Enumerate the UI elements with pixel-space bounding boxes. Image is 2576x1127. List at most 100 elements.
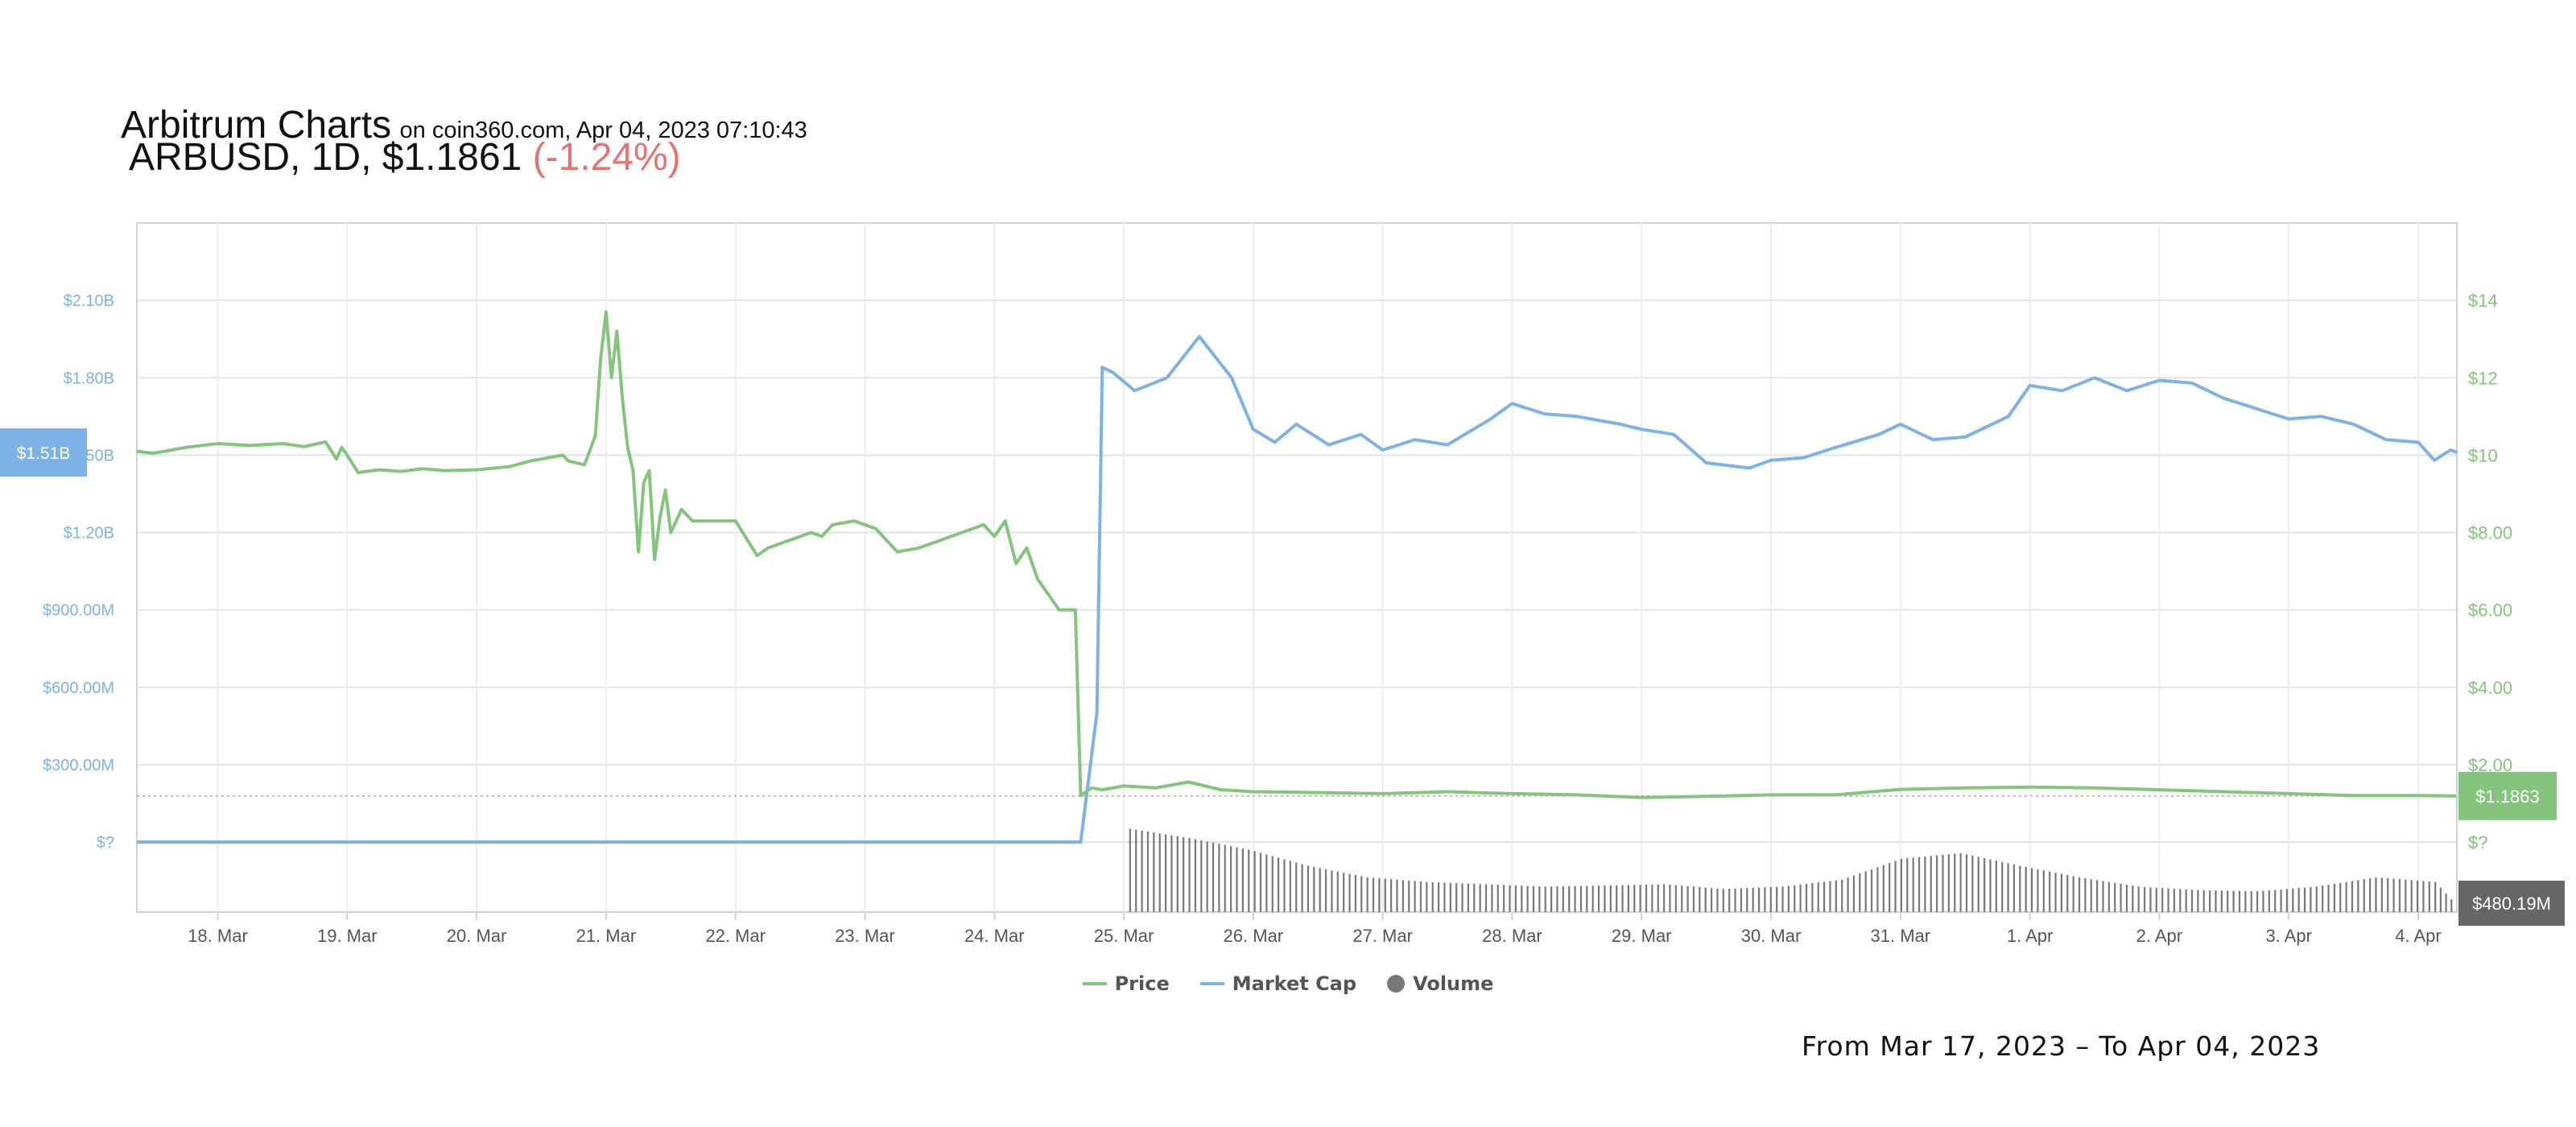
volume-bar — [2262, 890, 2264, 912]
volume-bar — [2392, 878, 2395, 912]
x-axis-tick-label: 1. Apr — [2007, 926, 2053, 946]
volume-bar — [2185, 889, 2187, 912]
volume-bar — [1532, 886, 1535, 912]
volume-bar — [1995, 861, 1997, 912]
volume-bar — [1183, 836, 1185, 912]
volume-bar — [2220, 890, 2223, 912]
price-current-badge — [2458, 771, 2557, 820]
volume-bar — [1443, 882, 1446, 912]
plot-area — [136, 222, 2458, 913]
x-axis-tick-label: 19. Mar — [317, 926, 378, 946]
volume-bar — [2019, 865, 2021, 912]
volume-bar — [2345, 881, 2347, 912]
volume-bar — [1823, 881, 1826, 912]
volume-bar — [1794, 885, 1796, 912]
volume-bar — [1568, 886, 1571, 912]
volume-bar — [1906, 858, 1909, 912]
volume-bar — [1704, 887, 1707, 912]
volume-bar — [1633, 885, 1636, 912]
right-axis-tick-label: $2.00 — [2468, 755, 2512, 775]
x-axis-tick-label: 4. Apr — [2395, 926, 2441, 946]
volume-bar — [1491, 884, 1493, 912]
volume-bar — [2197, 890, 2199, 912]
chart-legend: Price Market Cap Volume — [0, 972, 2576, 995]
volume-bar — [1146, 831, 1150, 912]
volume-bar — [2333, 883, 2335, 912]
volume-bar — [1153, 832, 1155, 912]
volume-bar — [1591, 886, 1594, 912]
chart-title: Arbitrum Charts — [121, 104, 392, 147]
volume-bar — [1657, 884, 1659, 912]
volume-bar — [1289, 861, 1291, 912]
volume-bar — [1503, 885, 1505, 912]
x-axis-tick-label: 24. Mar — [964, 926, 1025, 946]
volume-bar — [2450, 899, 2453, 912]
volume-bar — [1301, 864, 1303, 912]
right-axis-tick-label: $12 — [2468, 368, 2498, 388]
volume-bar — [1170, 835, 1173, 912]
volume-bar — [1473, 883, 1476, 912]
volume-bar — [1681, 886, 1683, 912]
volume-bar — [2007, 863, 2009, 912]
volume-bar — [2274, 890, 2277, 912]
x-axis-tick-label: 29. Mar — [1612, 926, 1672, 946]
volume-bar — [2351, 881, 2354, 912]
volume-bar — [2054, 873, 2057, 912]
volume-bar — [2410, 880, 2413, 912]
volume-bar — [1295, 862, 1298, 912]
volume-bar — [1509, 885, 1511, 912]
volume-bar — [1674, 885, 1677, 912]
x-axis-tick-label: 30. Mar — [1741, 926, 1802, 946]
volume-bar — [1716, 888, 1719, 912]
volume-bar — [2310, 886, 2312, 912]
volume-bar — [1740, 888, 1743, 912]
volume-bar — [1912, 857, 1914, 912]
legend-item-price[interactable]: Price — [1082, 972, 1170, 995]
volume-bar — [2025, 866, 2027, 912]
volume-bar — [1348, 873, 1351, 912]
legend-item-volume[interactable]: Volume — [1387, 972, 1493, 995]
volume-bar — [1965, 854, 1968, 912]
volume-bar — [1924, 857, 1926, 912]
legend-item-market-cap[interactable]: Market Cap — [1199, 972, 1356, 995]
x-axis-tick-label: 26. Mar — [1224, 926, 1284, 946]
volume-bar — [1461, 883, 1463, 912]
x-axis-tick-label: 3. Apr — [2265, 926, 2311, 946]
x-axis-tick-label: 31. Mar — [1871, 926, 1931, 946]
volume-bar — [1158, 833, 1161, 912]
volume-bar — [2280, 889, 2282, 912]
volume-bar — [1390, 879, 1393, 912]
volume-bar — [2155, 887, 2157, 912]
volume-bar — [2244, 890, 2247, 912]
volume-bar — [1847, 877, 1849, 912]
volume-bar — [1835, 880, 1837, 912]
volume-bar — [2096, 880, 2099, 912]
x-axis-tick-label: 28. Mar — [1482, 926, 1542, 946]
x-axis-tick-label: 25. Mar — [1094, 926, 1154, 946]
volume-bar — [1484, 884, 1488, 912]
volume-bar — [1307, 865, 1310, 912]
volume-bar — [2315, 886, 2318, 912]
volume-bar — [1699, 886, 1701, 912]
volume-bar — [1604, 885, 1606, 912]
volume-bar — [1621, 885, 1624, 912]
volume-bar — [2078, 877, 2081, 912]
volume-bar — [1870, 869, 1873, 912]
volume-bar — [1734, 888, 1736, 912]
volume-bar — [1336, 871, 1339, 912]
volume-bar — [2380, 877, 2383, 912]
chart-title-row: Arbitrum Charts on coin360.com, Apr 04, … — [121, 103, 807, 147]
volume-bar — [2132, 886, 2134, 912]
volume-bar — [1947, 854, 1950, 912]
legend-swatch-market-cap — [1199, 982, 1224, 985]
volume-bar — [1864, 871, 1867, 912]
volume-bar — [1141, 830, 1143, 912]
volume-bar — [1983, 858, 1986, 912]
volume-bar — [2084, 878, 2087, 912]
volume-bar — [1579, 886, 1583, 912]
date-range: From Mar 17, 2023 – To Apr 04, 2023 — [1802, 1030, 2321, 1062]
volume-bar — [1331, 870, 1333, 912]
volume-bar — [1609, 885, 1612, 912]
x-axis-tick-label: 27. Mar — [1352, 926, 1413, 946]
